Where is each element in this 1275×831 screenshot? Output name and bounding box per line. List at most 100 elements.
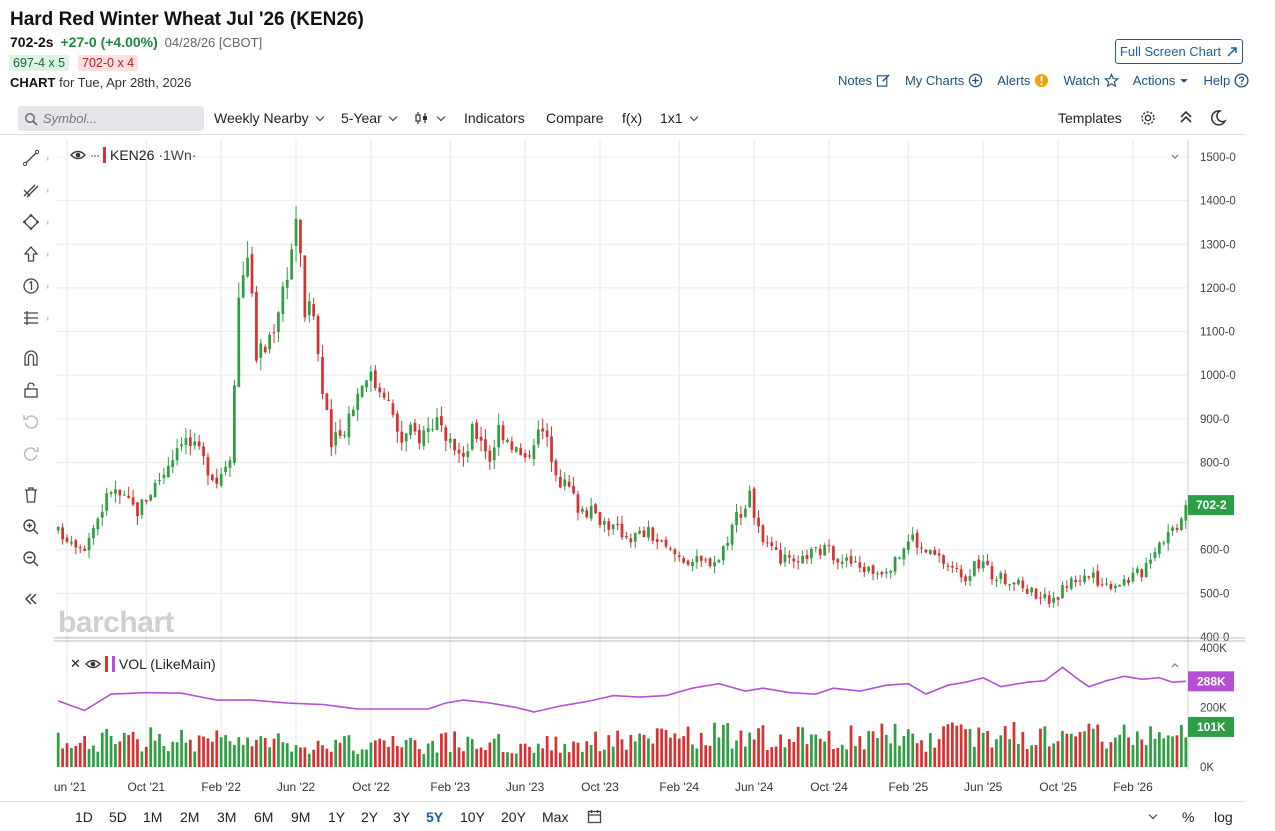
collapse-button[interactable] bbox=[1178, 109, 1194, 125]
volume-bar bbox=[1021, 731, 1025, 767]
lock-tool[interactable] bbox=[20, 379, 42, 401]
watch-link[interactable]: Watch bbox=[1063, 73, 1119, 88]
eye-icon[interactable] bbox=[70, 149, 86, 161]
eye-icon[interactable] bbox=[84, 658, 101, 670]
expand-arrow-icon bbox=[1227, 46, 1237, 57]
range-3y[interactable]: 3Y bbox=[393, 809, 411, 825]
zoom-out-button[interactable] bbox=[20, 548, 42, 570]
volume-bar bbox=[686, 726, 690, 767]
zoom-in-button[interactable] bbox=[20, 516, 42, 538]
candle-body bbox=[550, 436, 553, 462]
range-2m[interactable]: 2M bbox=[180, 809, 200, 825]
chevron-down-icon[interactable] bbox=[1147, 805, 1158, 823]
indicators-button[interactable]: Indicators bbox=[464, 110, 525, 126]
alerts-link[interactable]: Alerts bbox=[997, 73, 1049, 88]
candle-body bbox=[1122, 578, 1126, 586]
volume-bar bbox=[545, 735, 549, 767]
ask-badge: 702-0 x 4 bbox=[78, 55, 139, 71]
candle-body bbox=[1166, 532, 1170, 544]
line-tool[interactable]: › bbox=[20, 147, 49, 169]
range-10y[interactable]: 10Y bbox=[460, 809, 485, 825]
volume-bar bbox=[915, 743, 919, 767]
volume-bar bbox=[1122, 724, 1126, 767]
volume-bar bbox=[550, 750, 553, 767]
collapse-sidebar-button[interactable] bbox=[20, 588, 42, 610]
volume-bar bbox=[942, 726, 945, 767]
candle-body bbox=[211, 474, 214, 481]
range-20y[interactable]: 20Y bbox=[501, 809, 526, 825]
full-screen-chart-button[interactable]: Full Screen Chart bbox=[1115, 39, 1243, 64]
range-6m[interactable]: 6M bbox=[254, 809, 274, 825]
candle-body bbox=[823, 545, 826, 556]
more-dots-icon[interactable]: ··· bbox=[90, 148, 100, 162]
redo-button[interactable] bbox=[20, 443, 42, 465]
volume-bar bbox=[118, 741, 122, 767]
help-link[interactable]: Help bbox=[1203, 73, 1249, 88]
range-1y[interactable]: 1Y bbox=[328, 809, 346, 825]
symbol-search[interactable] bbox=[18, 106, 204, 131]
candle-body bbox=[814, 547, 818, 549]
volume-bar bbox=[382, 740, 386, 767]
candle-body bbox=[1175, 527, 1179, 530]
volume-bar bbox=[114, 743, 117, 767]
candle-body bbox=[334, 432, 338, 446]
log-toggle[interactable]: log bbox=[1214, 809, 1233, 825]
chart-type-dropdown[interactable] bbox=[414, 110, 446, 126]
volume-bar bbox=[717, 737, 721, 767]
full-screen-label: Full Screen Chart bbox=[1119, 44, 1222, 59]
candle-body bbox=[422, 430, 426, 447]
close-icon[interactable]: ✕ bbox=[70, 656, 81, 671]
candle-body bbox=[721, 546, 725, 561]
volume-bar bbox=[765, 750, 769, 767]
volume-bar bbox=[572, 741, 575, 767]
calendar-icon[interactable] bbox=[587, 809, 602, 824]
undo-button[interactable] bbox=[20, 411, 42, 433]
series-color-swatch bbox=[103, 147, 106, 163]
range-dropdown[interactable]: 5-Year bbox=[341, 110, 397, 126]
my-charts-link[interactable]: My Charts bbox=[905, 73, 983, 88]
volume-bar bbox=[268, 747, 271, 767]
magnet-tool[interactable] bbox=[20, 347, 42, 369]
delete-button[interactable] bbox=[20, 484, 42, 506]
candle-body bbox=[307, 301, 311, 316]
range-1d[interactable]: 1D bbox=[75, 809, 93, 825]
range-2y[interactable]: 2Y bbox=[361, 809, 379, 825]
range-label: 5-Year bbox=[341, 110, 382, 126]
candle-body bbox=[536, 429, 540, 445]
candle-body bbox=[880, 572, 884, 575]
actions-menu[interactable]: Actions bbox=[1133, 73, 1190, 88]
annotation-tool[interactable]: › bbox=[20, 275, 49, 297]
candle-body bbox=[1074, 579, 1078, 583]
candle-body bbox=[915, 532, 919, 548]
legend-symbol: KEN26 bbox=[110, 147, 155, 163]
period-dropdown[interactable]: Weekly Nearby bbox=[214, 110, 324, 126]
measure-tool[interactable]: › bbox=[20, 307, 49, 329]
compare-button[interactable]: Compare bbox=[546, 110, 604, 126]
templates-button[interactable]: Templates bbox=[1058, 110, 1122, 126]
candle-body bbox=[779, 550, 782, 564]
settings-button[interactable] bbox=[1139, 109, 1157, 127]
candle-body bbox=[858, 562, 862, 568]
arrow-tool[interactable]: › bbox=[20, 243, 49, 265]
percent-toggle[interactable]: % bbox=[1182, 809, 1195, 825]
volume-bar bbox=[889, 743, 893, 767]
range-max[interactable]: Max bbox=[542, 809, 569, 825]
function-button[interactable]: f(x) bbox=[622, 110, 642, 126]
candle-body bbox=[193, 441, 197, 446]
price-chart[interactable]: 1500-0 1400-0 1300-0 1200-0 1100-0 1000-0 900-… bbox=[54, 140, 1245, 800]
range-1m[interactable]: 1M bbox=[143, 809, 163, 825]
range-5d[interactable]: 5D bbox=[109, 809, 127, 825]
layout-dropdown[interactable]: 1x1 bbox=[660, 110, 698, 126]
volume-bar bbox=[554, 736, 558, 767]
volume-bar bbox=[779, 734, 782, 767]
fib-tool[interactable]: › bbox=[20, 179, 49, 201]
symbol-input[interactable] bbox=[43, 111, 193, 126]
volume-bar bbox=[272, 738, 276, 767]
shape-tool[interactable]: › bbox=[20, 211, 49, 233]
range-9m[interactable]: 9M bbox=[291, 809, 311, 825]
range-5y[interactable]: 5Y bbox=[426, 809, 444, 825]
dark-mode-toggle[interactable] bbox=[1209, 109, 1227, 127]
volume-bar bbox=[1096, 724, 1100, 767]
range-3m[interactable]: 3M bbox=[217, 809, 237, 825]
notes-link[interactable]: Notes bbox=[838, 73, 891, 88]
